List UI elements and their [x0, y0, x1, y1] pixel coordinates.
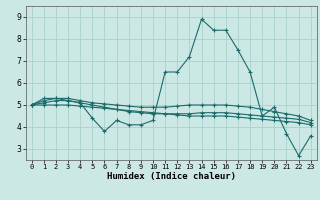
X-axis label: Humidex (Indice chaleur): Humidex (Indice chaleur) — [107, 172, 236, 181]
